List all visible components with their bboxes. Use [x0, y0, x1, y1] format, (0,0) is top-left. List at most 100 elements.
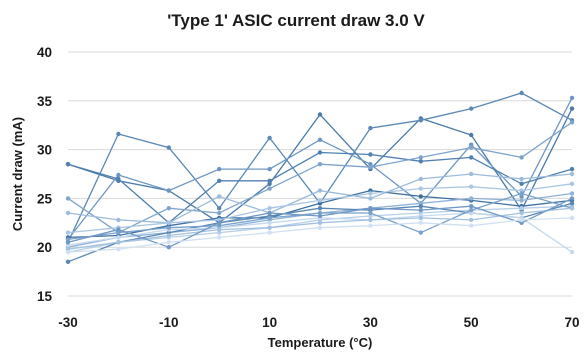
- y-tick-label: 40: [37, 45, 52, 60]
- data-point: [418, 159, 423, 164]
- data-point: [569, 249, 575, 255]
- data-point: [267, 220, 272, 225]
- data-point: [418, 215, 423, 221]
- data-point: [569, 201, 575, 206]
- data-point: [267, 166, 272, 172]
- data-point: [65, 210, 71, 216]
- data-point: [116, 131, 121, 137]
- data-point: [418, 204, 423, 209]
- data-point: [116, 227, 121, 232]
- data-point: [267, 225, 272, 230]
- gridlines: [68, 51, 572, 297]
- series-11: [65, 201, 575, 264]
- data-point: [469, 196, 474, 201]
- x-tick-label: 10: [262, 315, 277, 330]
- data-point: [317, 220, 323, 225]
- data-point: [317, 213, 323, 219]
- data-point: [317, 206, 323, 211]
- data-point: [469, 207, 474, 213]
- y-tick-label: 25: [37, 191, 53, 206]
- y-tick-label: 35: [37, 94, 53, 109]
- data-point: [166, 233, 171, 238]
- data-point: [418, 176, 423, 182]
- data-point: [317, 188, 323, 193]
- data-point: [317, 198, 323, 203]
- data-point: [418, 220, 423, 225]
- data-point: [519, 191, 524, 196]
- data-point: [519, 90, 524, 96]
- data-point: [418, 118, 423, 123]
- data-point: [418, 194, 423, 199]
- series-4: [65, 150, 575, 225]
- x-axis-label: Temperature (°C): [268, 335, 373, 350]
- data-point: [267, 230, 272, 235]
- y-tick-label: 30: [37, 143, 52, 158]
- data-point: [469, 132, 474, 138]
- data-point: [267, 206, 272, 211]
- data-point: [65, 230, 71, 235]
- data-point: [569, 106, 575, 111]
- data-point: [569, 171, 575, 177]
- data-point: [519, 181, 524, 186]
- data-point: [469, 204, 474, 209]
- data-point: [317, 162, 323, 167]
- y-tick-label: 15: [37, 289, 53, 304]
- data-point: [519, 206, 524, 211]
- data-point: [317, 150, 323, 155]
- x-tick-label: 30: [363, 315, 378, 330]
- data-point: [217, 227, 222, 232]
- data-point: [116, 235, 121, 240]
- data-point: [317, 112, 323, 117]
- data-point: [569, 196, 575, 201]
- data-point: [418, 207, 423, 213]
- series-15: [65, 196, 575, 250]
- data-point: [519, 155, 524, 160]
- data-point: [65, 162, 71, 167]
- x-axis-ticks: -30 -10 10 30 50 70: [58, 315, 579, 330]
- data-point: [116, 217, 121, 223]
- data-point: [569, 206, 575, 211]
- data-point: [519, 198, 524, 203]
- data-point: [166, 225, 171, 230]
- data-point: [469, 155, 474, 160]
- data-point: [116, 240, 121, 245]
- data-point: [65, 196, 71, 201]
- data-point: [418, 230, 423, 235]
- data-point: [368, 165, 373, 170]
- data-point: [469, 171, 474, 177]
- data-point: [267, 178, 272, 183]
- data-point: [418, 186, 423, 191]
- data-point: [217, 235, 222, 240]
- data-point: [368, 210, 373, 216]
- data-point: [267, 210, 272, 216]
- y-axis-ticks: 15 20 25 30 35 40: [37, 45, 53, 304]
- data-point: [166, 145, 171, 150]
- data-point: [368, 196, 373, 201]
- data-point: [166, 240, 171, 245]
- x-tick-label: 70: [564, 315, 579, 330]
- data-point: [217, 166, 222, 172]
- data-point: [217, 178, 222, 183]
- data-point: [469, 184, 474, 189]
- series-16: [65, 215, 575, 255]
- data-point: [65, 259, 71, 264]
- x-tick-label: -10: [159, 315, 179, 330]
- series-group: [65, 90, 575, 264]
- data-point: [469, 106, 474, 111]
- data-point: [217, 210, 222, 216]
- data-point: [217, 206, 222, 211]
- x-tick-label: -30: [58, 315, 78, 330]
- data-point: [217, 220, 222, 225]
- data-point: [569, 120, 575, 125]
- data-point: [267, 186, 272, 191]
- y-tick-label: 20: [37, 240, 52, 255]
- data-point: [418, 155, 423, 160]
- data-point: [368, 152, 373, 157]
- data-point: [569, 166, 575, 172]
- data-point: [519, 210, 524, 216]
- data-point: [469, 223, 474, 228]
- data-point: [166, 206, 171, 211]
- data-point: [569, 181, 575, 186]
- data-point: [519, 176, 524, 182]
